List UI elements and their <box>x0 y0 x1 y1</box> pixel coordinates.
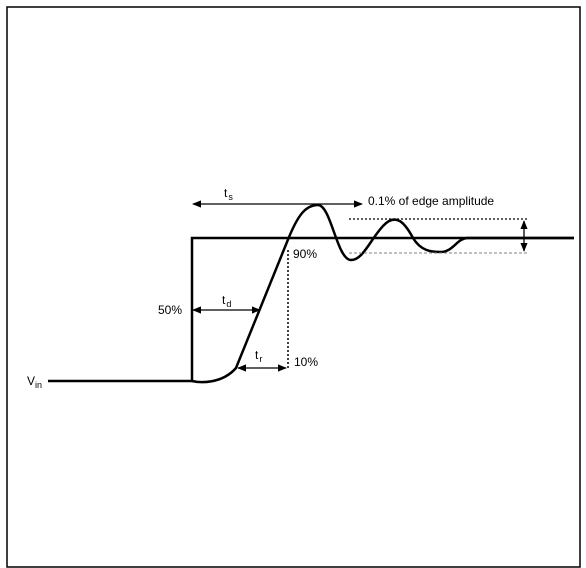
ts-label: ts <box>224 186 233 202</box>
label-90-percent: 90% <box>293 247 317 261</box>
amplitude-label: 0.1% of edge amplitude <box>368 194 494 208</box>
vin-label: Vin <box>27 374 42 390</box>
label-50-percent: 50% <box>158 303 182 317</box>
label-10-percent: 10% <box>294 355 318 369</box>
tr-label: tr <box>255 348 262 364</box>
td-label: td <box>222 293 231 309</box>
output-response-waveform <box>191 203 574 384</box>
frame-border <box>6 6 581 568</box>
input-step-waveform <box>48 236 574 383</box>
